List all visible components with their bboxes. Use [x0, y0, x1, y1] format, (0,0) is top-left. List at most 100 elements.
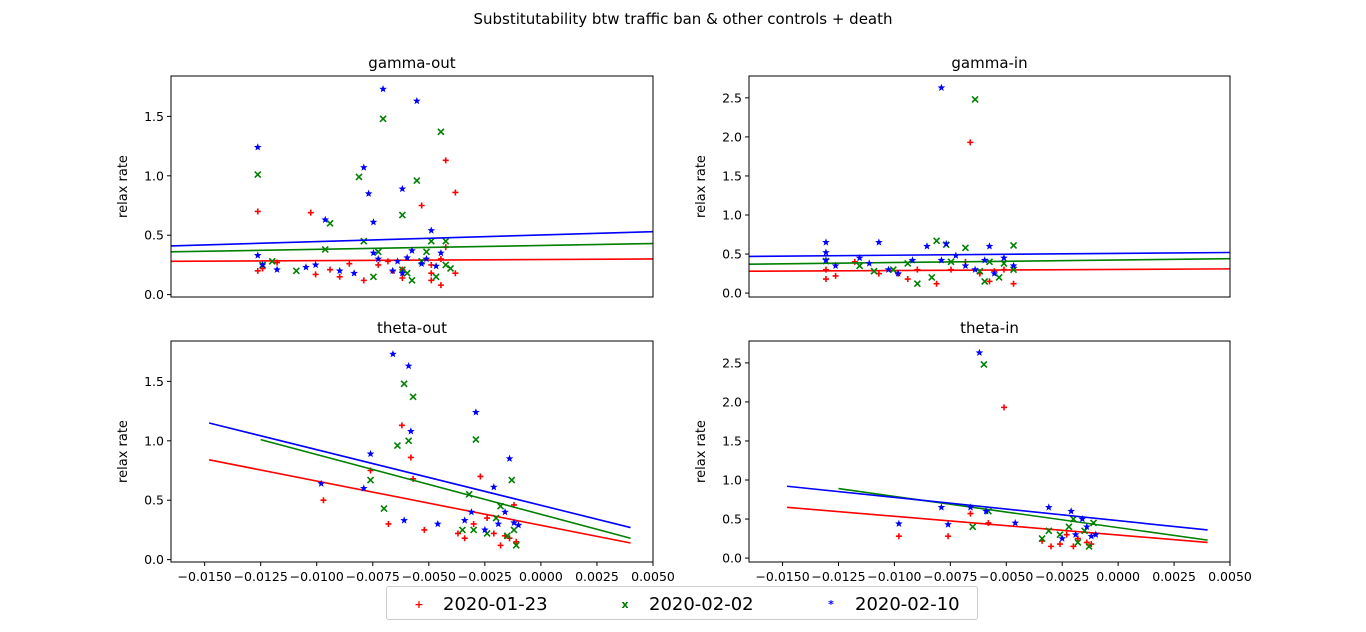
data-point-star: [990, 269, 999, 277]
data-point-plus: [327, 266, 334, 273]
data-point-plus: [385, 520, 392, 527]
data-point-star: [408, 246, 416, 254]
data-point-star: [404, 361, 413, 370]
plot-area: [171, 85, 653, 289]
subplot-title: theta-out: [377, 319, 447, 337]
data-point-star: [467, 508, 476, 516]
data-point-star: [923, 242, 931, 250]
data-point-x: [492, 514, 500, 522]
data-point-plus: [320, 497, 327, 504]
legend-label: 2020-02-02: [649, 593, 754, 615]
data-point-plus: [470, 520, 477, 527]
legend-marker-x: x: [621, 597, 629, 611]
data-point-plus: [375, 261, 382, 268]
data-point-x: [360, 237, 368, 245]
data-point-star: [369, 249, 378, 257]
data-point-x: [292, 267, 300, 275]
data-point-star: [273, 265, 281, 273]
legend-marker-star: *: [828, 597, 834, 611]
data-point-x: [870, 267, 878, 275]
data-point-plus: [442, 157, 449, 164]
data-point-plus: [399, 274, 406, 281]
data-point-plus: [360, 277, 367, 284]
x-tick-label: −0.0025: [458, 569, 512, 584]
x-tick-label: 0.0025: [1152, 569, 1196, 584]
data-point-plus: [312, 271, 319, 278]
data-point-x: [374, 248, 382, 256]
plot-area: [208, 350, 631, 549]
data-point-star: [1078, 515, 1087, 523]
plot-area: [749, 83, 1230, 288]
y-tick-label: 1.5: [722, 433, 742, 448]
data-point-x: [976, 267, 984, 275]
x-tick-label: −0.0100: [290, 569, 344, 584]
x-tick-label: 0.0000: [1096, 569, 1140, 584]
data-point-star: [884, 265, 893, 273]
data-point-star: [398, 269, 407, 277]
data-point-x: [1085, 542, 1093, 550]
data-point-star: [982, 507, 990, 515]
data-point-plus: [477, 473, 484, 480]
y-tick-label: 0.0: [722, 286, 742, 301]
fit-line: [749, 257, 1230, 266]
data-point-star: [407, 427, 415, 435]
data-point-star: [1087, 532, 1096, 540]
legend-label: 2020-01-23: [443, 593, 548, 615]
data-point-plus: [490, 530, 497, 537]
data-point-plus: [832, 272, 839, 279]
fit-line: [208, 422, 631, 529]
subplot-theta-in: theta-in relax rate 0.0 0.5 1.0 1.5 2.0 2.5 −0.0…: [694, 319, 1252, 584]
data-point-x: [971, 95, 979, 103]
data-point-plus: [945, 533, 952, 540]
data-point-x: [403, 269, 411, 277]
data-point-star: [417, 259, 426, 267]
subplot-gamma-in: gamma-in relax rate 0.0 0.5 1.0 1.5 2.0 2.5: [694, 54, 1231, 301]
y-tick-label: 0.0: [144, 552, 164, 567]
data-point-x: [933, 237, 941, 245]
x-tick-label: −0.0025: [1035, 569, 1089, 584]
data-point-star: [1000, 253, 1008, 262]
fit-line: [208, 459, 631, 544]
data-point-star: [369, 218, 378, 226]
data-point-x: [928, 273, 936, 282]
subplot-gamma-out: gamma-out relax rate 0.0 0.5 1.0 1.5: [116, 54, 654, 302]
data-point-plus: [1048, 543, 1055, 550]
data-point-star: [831, 261, 840, 269]
data-point-x: [470, 526, 478, 534]
data-point-star: [822, 248, 830, 256]
data-point-star: [1009, 261, 1018, 269]
fit-line: [171, 258, 653, 263]
data-point-star: [311, 260, 320, 269]
data-point-star: [966, 503, 975, 511]
fit-line: [786, 506, 1208, 544]
y-axis-label: relax rate: [694, 155, 709, 218]
data-point-x: [510, 526, 518, 534]
data-point-plus: [452, 189, 459, 196]
data-point-star: [494, 519, 503, 528]
data-point-star: [975, 348, 984, 356]
data-point-plus: [895, 533, 902, 540]
data-point-x: [446, 264, 455, 273]
data-point-plus: [822, 276, 829, 283]
data-point-star: [1058, 534, 1067, 542]
data-point-x: [1009, 266, 1018, 274]
data-point-star: [937, 256, 946, 264]
data-point-star: [505, 454, 514, 462]
data-point-plus: [254, 267, 261, 274]
y-tick-label: 0.5: [144, 493, 164, 508]
data-point-star: [514, 521, 523, 529]
data-point-star: [379, 85, 387, 93]
data-point-star: [1011, 518, 1020, 527]
data-point-star: [360, 484, 368, 492]
data-point-star: [403, 253, 411, 262]
data-point-plus: [428, 270, 435, 277]
data-point-x: [980, 360, 988, 368]
x-tick-label: 0.0050: [1208, 569, 1252, 584]
data-point-x: [355, 173, 363, 181]
data-point-x: [398, 211, 406, 219]
data-point-x: [1074, 538, 1082, 547]
data-point-x: [913, 280, 921, 288]
data-point-plus: [484, 515, 491, 522]
